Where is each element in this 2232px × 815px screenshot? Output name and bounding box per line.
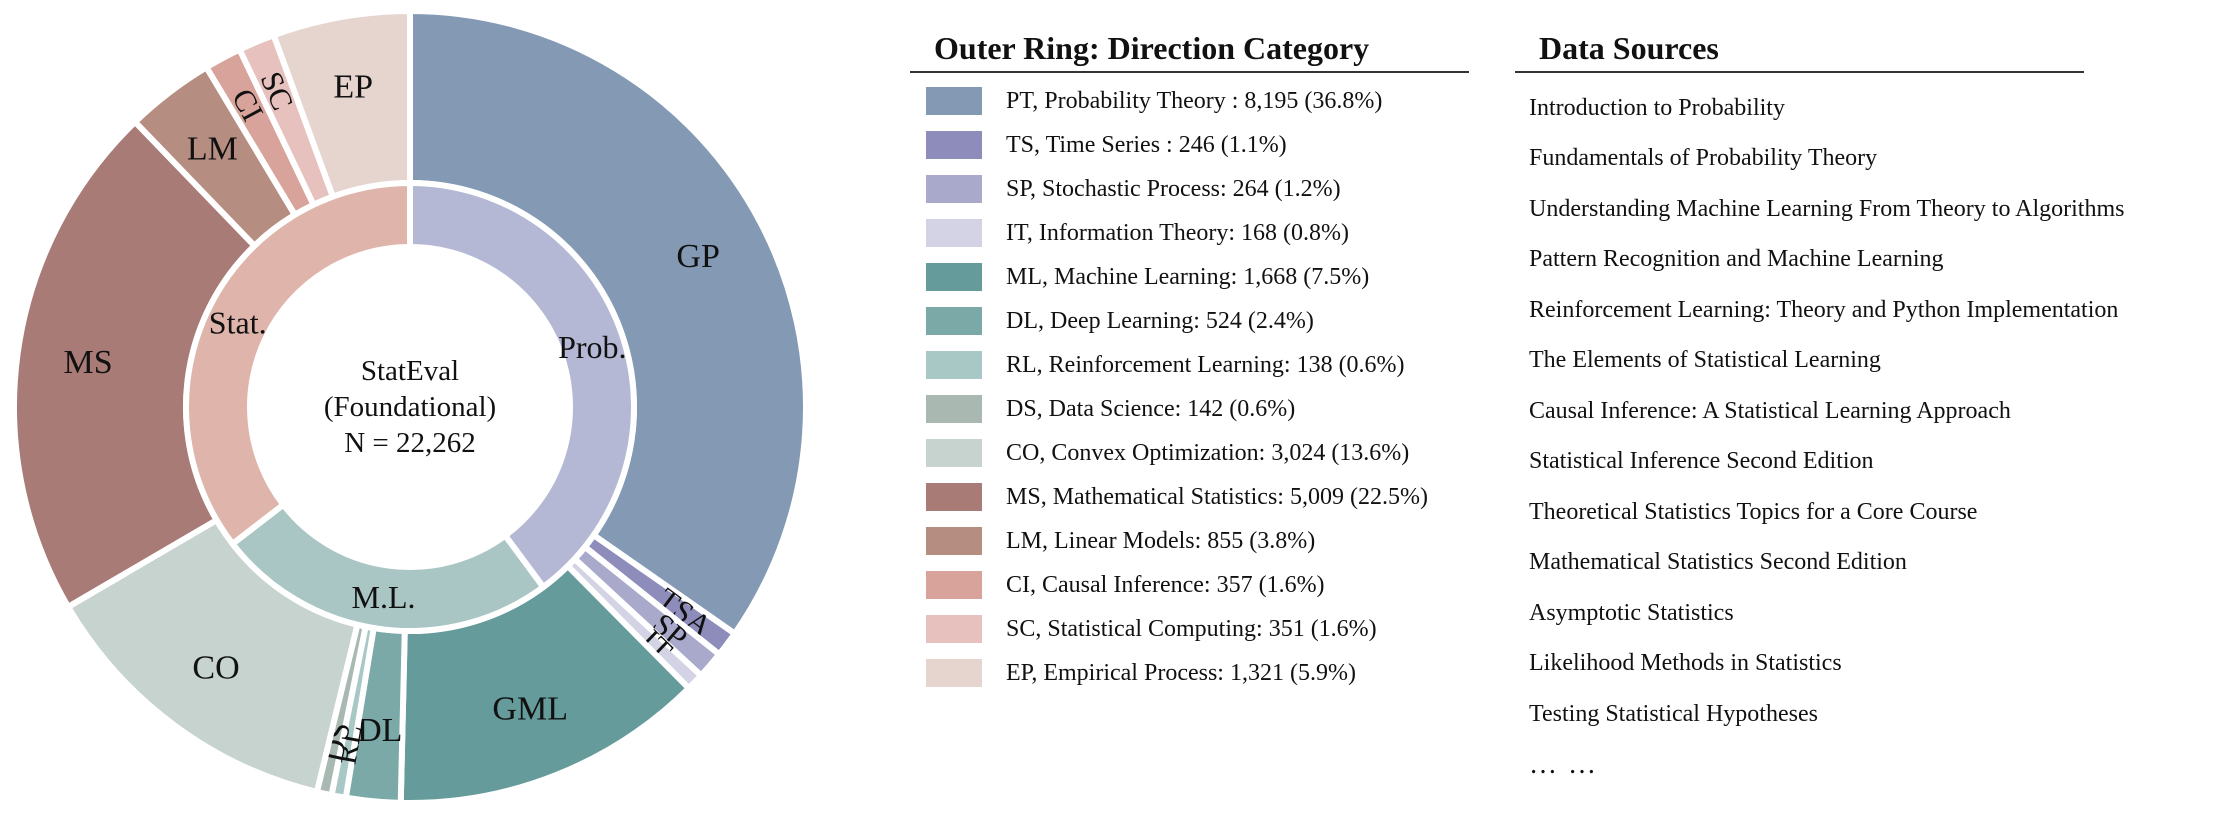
legend-label: MS, Mathematical Statistics: 5,009 (22.5… bbox=[1006, 483, 1428, 510]
legend-label: SC, Statistical Computing: 351 (1.6%) bbox=[1006, 615, 1377, 642]
center-hole bbox=[253, 250, 567, 564]
legend-list: PT, Probability Theory : 8,195 (36.8%) T… bbox=[910, 79, 1470, 695]
legend-item: LM, Linear Models: 855 (3.8%) bbox=[910, 519, 1470, 563]
slice-stat bbox=[183, 180, 413, 547]
legend-item: IT, Information Theory: 168 (0.8%) bbox=[910, 211, 1470, 255]
legend-item: RL, Reinforcement Learning: 138 (0.6%) bbox=[910, 343, 1470, 387]
legend-label: SP, Stochastic Process: 264 (1.2%) bbox=[1006, 175, 1341, 202]
center-text: N = 22,262 bbox=[344, 427, 476, 459]
source-item: Likelihood Methods in Statistics bbox=[1529, 650, 1842, 677]
slice-label: EP bbox=[333, 69, 373, 106]
legend-item: CI, Causal Inference: 357 (1.6%) bbox=[910, 563, 1470, 607]
legend-swatch bbox=[926, 219, 982, 247]
legend-item: SC, Statistical Computing: 351 (1.6%) bbox=[910, 607, 1470, 651]
source-item: Understanding Machine Learning From Theo… bbox=[1529, 195, 2125, 222]
legend-title: Outer Ring: Direction Category bbox=[910, 30, 1469, 73]
legend-swatch bbox=[926, 307, 982, 335]
legend-item: SP, Stochastic Process: 264 (1.2%) bbox=[910, 167, 1470, 211]
legend-label: CO, Convex Optimization: 3,024 (13.6%) bbox=[1006, 439, 1410, 466]
source-item: Theoretical Statistics Topics for a Core… bbox=[1529, 498, 1978, 525]
legend-item: TS, Time Series : 246 (1.1%) bbox=[910, 123, 1470, 167]
sources-ellipsis: … … bbox=[1529, 748, 1598, 780]
slice-label: Stat. bbox=[209, 304, 267, 340]
source-item: Reinforcement Learning: Theory and Pytho… bbox=[1529, 296, 2119, 323]
legend-swatch bbox=[926, 175, 982, 203]
source-item: Fundamentals of Probability Theory bbox=[1529, 145, 1878, 172]
slice-label: LM bbox=[187, 130, 238, 167]
data-sources-panel: Data Sources Introduction to Probability… bbox=[1515, 30, 2215, 790]
inner-ring: Prob. M.L. Stat. bbox=[183, 180, 637, 634]
center-text: StatEval bbox=[361, 355, 459, 387]
legend-swatch bbox=[926, 527, 982, 555]
slice-label: Prob. bbox=[558, 329, 626, 365]
source-item: Causal Inference: A Statistical Learning… bbox=[1529, 397, 2011, 424]
legend-label: LM, Linear Models: 855 (3.8%) bbox=[1006, 527, 1316, 554]
legend-swatch bbox=[926, 483, 982, 511]
legend-swatch bbox=[926, 439, 982, 467]
legend-label: PT, Probability Theory : 8,195 (36.8%) bbox=[1006, 87, 1383, 114]
source-item: The Elements of Statistical Learning bbox=[1529, 347, 1881, 374]
slice-label: MS bbox=[63, 344, 112, 381]
slice-label: M.L. bbox=[352, 579, 416, 615]
source-item: Mathematical Statistics Second Edition bbox=[1529, 549, 1907, 576]
legend-swatch bbox=[926, 659, 982, 687]
legend-label: DL, Deep Learning: 524 (2.4%) bbox=[1006, 307, 1314, 334]
legend-item: PT, Probability Theory : 8,195 (36.8%) bbox=[910, 79, 1470, 123]
slice-prob bbox=[407, 180, 637, 591]
slice-label: CO bbox=[192, 649, 239, 686]
legend-swatch bbox=[926, 263, 982, 291]
legend-label: RL, Reinforcement Learning: 138 (0.6%) bbox=[1006, 351, 1405, 378]
source-item: Testing Statistical Hypotheses bbox=[1529, 700, 1818, 727]
legend-swatch bbox=[926, 87, 982, 115]
source-item: Introduction to Probability bbox=[1529, 94, 1785, 121]
legend-item: MS, Mathematical Statistics: 5,009 (22.5… bbox=[910, 475, 1470, 519]
legend-label: EP, Empirical Process: 1,321 (5.9%) bbox=[1006, 659, 1356, 686]
legend-item: ML, Machine Learning: 1,668 (7.5%) bbox=[910, 255, 1470, 299]
direction-legend: Outer Ring: Direction Category PT, Proba… bbox=[910, 30, 1470, 695]
legend-label: ML, Machine Learning: 1,668 (7.5%) bbox=[1006, 263, 1370, 290]
center-label: StatEval (Foundational) N = 22,262 bbox=[253, 250, 567, 564]
slice-label: GML bbox=[492, 690, 568, 727]
slice-label: GP bbox=[676, 238, 719, 275]
source-item: Statistical Inference Second Edition bbox=[1529, 448, 1874, 475]
sources-list: Introduction to Probability Fundamentals… bbox=[1515, 83, 2215, 740]
legend-item: DS, Data Science: 142 (0.6%) bbox=[910, 387, 1470, 431]
legend-swatch bbox=[926, 131, 982, 159]
source-item: Asymptotic Statistics bbox=[1529, 599, 1734, 626]
legend-swatch bbox=[926, 571, 982, 599]
legend-item: EP, Empirical Process: 1,321 (5.9%) bbox=[910, 651, 1470, 695]
legend-item: CO, Convex Optimization: 3,024 (13.6%) bbox=[910, 431, 1470, 475]
sources-title: Data Sources bbox=[1515, 30, 2084, 73]
legend-label: DS, Data Science: 142 (0.6%) bbox=[1006, 395, 1296, 422]
source-item: Pattern Recognition and Machine Learning bbox=[1529, 246, 1944, 273]
slice-label: DL bbox=[357, 712, 402, 749]
legend-label: IT, Information Theory: 168 (0.8%) bbox=[1006, 219, 1350, 246]
center-text: (Foundational) bbox=[324, 391, 496, 423]
legend-label: CI, Causal Inference: 357 (1.6%) bbox=[1006, 571, 1325, 598]
legend-swatch bbox=[926, 615, 982, 643]
legend-item: DL, Deep Learning: 524 (2.4%) bbox=[910, 299, 1470, 343]
legend-swatch bbox=[926, 351, 982, 379]
legend-swatch bbox=[926, 395, 982, 423]
legend-label: TS, Time Series : 246 (1.1%) bbox=[1006, 131, 1287, 158]
